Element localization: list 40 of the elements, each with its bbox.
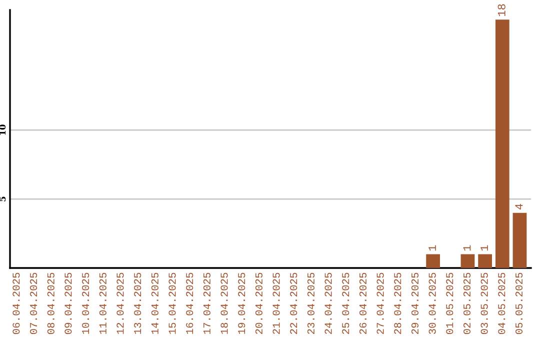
x-tick-label: 03.05.2025 [480,272,488,334]
x-tick-label: 12.04.2025 [116,272,124,334]
x-tick-label: 16.04.2025 [186,272,194,334]
x-tick-label: 09.04.2025 [64,272,72,334]
x-tick-label: 02.05.2025 [463,272,471,334]
data-label: 4 [515,204,523,210]
x-tick-label: 10.04.2025 [82,272,90,334]
x-tick-label: 21.04.2025 [272,272,280,334]
x-tick-label: 27.04.2025 [376,272,384,334]
x-tick-label: 08.04.2025 [47,272,54,334]
bar [495,20,510,268]
bar [460,254,475,268]
x-tick-label: 14.04.2025 [151,272,158,334]
x-tick-label: 19.04.2025 [238,272,246,334]
x-tick-label: 30.04.2025 [428,272,436,334]
x-tick-label: 15.04.2025 [168,272,176,334]
x-tick-label: 05.05.2025 [515,272,523,334]
data-label: 1 [463,245,471,251]
x-tick-label: 26.04.2025 [359,272,366,334]
x-tick-label: 20.04.2025 [255,272,262,334]
data-label: 1 [480,245,488,251]
x-tick-label: 24.04.2025 [324,272,332,334]
bar [512,212,527,268]
x-tick-label: 13.04.2025 [134,272,142,334]
x-tick-label: 01.05.2025 [446,272,454,334]
x-tick-label: 23.04.2025 [307,272,314,334]
x-tick-label: 17.04.2025 [203,272,210,334]
data-label: 1 [428,245,436,251]
bar [426,254,440,268]
x-tick-label: 18.04.2025 [220,272,228,334]
x-tick-label: 25.04.2025 [342,272,350,334]
bar [478,254,492,268]
x-tick-label: 04.05.2025 [498,272,506,334]
x-tick-label: 11.04.2025 [99,272,106,334]
data-label: 18 [498,4,506,16]
x-tick-label: 29.04.2025 [411,272,418,334]
x-tick-label: 22.04.2025 [290,272,298,334]
x-tick-label: 07.04.2025 [30,272,38,334]
x-tick-label: 06.04.2025 [12,272,20,334]
x-tick-label: 28.04.2025 [394,272,402,334]
